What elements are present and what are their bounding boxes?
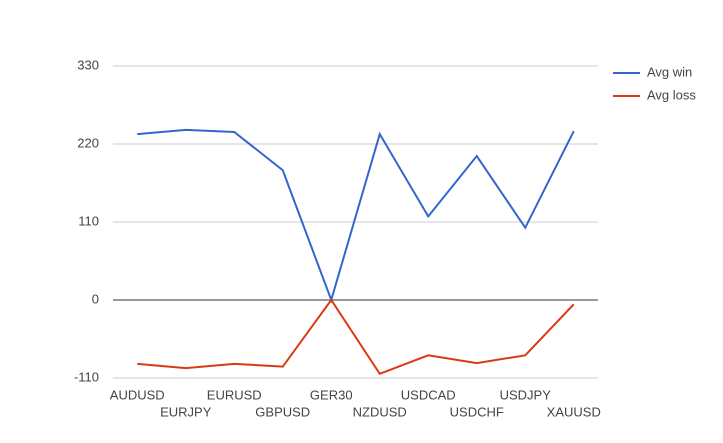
series-line xyxy=(137,298,575,375)
x-tick-label: USDCHF xyxy=(450,404,504,419)
x-tick-label: GER30 xyxy=(310,387,353,402)
y-tick-label: 330 xyxy=(77,57,99,72)
y-tick-label: 110 xyxy=(78,213,99,228)
x-tick-label: AUDUSD xyxy=(110,387,165,402)
legend-label: Avg win xyxy=(647,64,692,79)
x-tick-label: XAUUSD xyxy=(547,404,601,419)
y-tick-label: -110 xyxy=(74,369,99,384)
x-tick-label: USDCAD xyxy=(401,387,456,402)
x-tick-label: GBPUSD xyxy=(255,404,310,419)
x-tick-label: EURJPY xyxy=(160,404,212,419)
y-tick-label: 220 xyxy=(77,135,99,150)
y-tick-label: 0 xyxy=(92,291,99,306)
x-tick-label: NZDUSD xyxy=(353,404,407,419)
x-tick-label: USDJPY xyxy=(500,387,552,402)
legend-label: Avg loss xyxy=(647,87,696,102)
x-tick-label: EURUSD xyxy=(207,387,262,402)
series-line xyxy=(137,128,575,304)
